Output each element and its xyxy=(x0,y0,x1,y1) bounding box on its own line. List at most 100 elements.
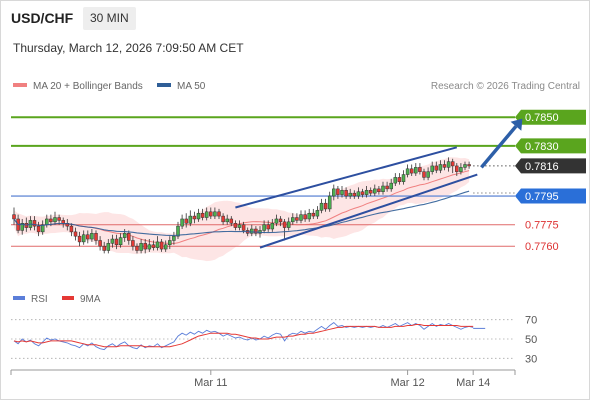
legend-rsi: RSI xyxy=(13,294,48,305)
candle xyxy=(459,167,463,172)
candle xyxy=(139,243,143,251)
candle xyxy=(254,228,258,234)
candle xyxy=(127,233,131,241)
candle xyxy=(446,161,451,168)
rsi-swatch xyxy=(13,296,25,301)
candle xyxy=(200,212,205,218)
candle xyxy=(69,225,74,233)
candle xyxy=(385,185,389,190)
legend-ma50-label: MA 50 xyxy=(177,81,206,92)
candle xyxy=(61,220,65,224)
candle xyxy=(36,225,41,233)
candle xyxy=(266,224,270,230)
candle xyxy=(147,244,152,250)
level-7830-label: 0.7830 xyxy=(525,141,559,153)
ma20-swatch xyxy=(13,83,27,88)
candle xyxy=(57,217,61,221)
candle xyxy=(430,165,434,172)
candle xyxy=(340,190,344,195)
candle xyxy=(81,234,86,243)
candle xyxy=(282,221,287,228)
candle xyxy=(414,167,418,174)
candle xyxy=(176,225,180,237)
candle xyxy=(163,244,168,250)
candle xyxy=(45,218,49,225)
candle xyxy=(131,240,135,247)
candle xyxy=(233,223,238,228)
candle xyxy=(188,215,193,224)
candle xyxy=(172,235,176,241)
timeframe-badge[interactable]: 30 MIN xyxy=(83,7,136,30)
candle xyxy=(315,210,320,217)
level-7850-tag xyxy=(515,109,586,125)
candle xyxy=(344,190,348,197)
candle xyxy=(426,171,430,178)
candle xyxy=(373,188,377,194)
rsi-tick-label: 70 xyxy=(525,315,537,327)
candle xyxy=(405,168,410,175)
candle xyxy=(40,224,45,233)
x-tick-label: Mar 11 xyxy=(194,377,227,389)
level-7850-label: 0.7850 xyxy=(525,112,559,124)
candle xyxy=(397,177,402,182)
candle xyxy=(73,231,78,237)
candle xyxy=(463,164,467,168)
ma50-swatch xyxy=(157,83,171,88)
candle xyxy=(274,218,279,224)
candles-group xyxy=(12,157,471,254)
candle xyxy=(155,241,160,248)
candle xyxy=(368,190,373,194)
candle xyxy=(90,233,94,240)
legend-ma50: MA 50 xyxy=(157,81,205,92)
candle xyxy=(106,243,111,251)
candle xyxy=(94,233,98,241)
x-tick-label: Mar 12 xyxy=(390,377,424,389)
rsi-tick-label: 30 xyxy=(525,353,537,365)
candle xyxy=(434,165,439,171)
candle xyxy=(12,214,16,220)
candle xyxy=(250,228,254,234)
candle xyxy=(278,218,283,223)
candle xyxy=(299,214,303,221)
candle xyxy=(377,188,381,192)
candle xyxy=(401,174,406,182)
candle xyxy=(20,223,24,231)
ma50-line xyxy=(13,190,470,237)
candle xyxy=(225,218,229,223)
candle xyxy=(204,211,209,218)
candle xyxy=(151,244,156,248)
candle xyxy=(409,168,414,174)
x-tick-label: Mar 14 xyxy=(456,377,490,389)
9ma-swatch xyxy=(62,296,74,301)
timestamp: Thursday, March 12, 2026 7:09:50 AM CET xyxy=(13,41,244,55)
candle xyxy=(32,220,37,227)
level-7795-tag xyxy=(515,188,586,204)
candle xyxy=(332,188,336,197)
candle xyxy=(303,214,307,220)
candle xyxy=(450,161,455,167)
candle xyxy=(49,218,53,223)
candle xyxy=(209,211,213,217)
legend-rsi-label: RSI xyxy=(31,294,48,305)
candle xyxy=(327,195,332,210)
candle xyxy=(196,212,201,220)
candle xyxy=(221,215,225,223)
target-arrow-head xyxy=(510,118,523,131)
level-7760-label: 0.7760 xyxy=(525,241,559,253)
chart-header: USD/CHF 30 MIN xyxy=(0,0,590,36)
level-7775-label: 0.7775 xyxy=(525,220,559,232)
candle xyxy=(295,217,299,221)
candle xyxy=(286,221,291,228)
candle xyxy=(291,217,295,223)
research-credit: Research © 2026 Trading Central xyxy=(430,81,580,92)
candle xyxy=(77,235,82,243)
rsi-line xyxy=(13,322,474,351)
candle xyxy=(180,218,184,227)
candle xyxy=(118,237,123,246)
target-arrow-shaft xyxy=(480,125,518,169)
candle xyxy=(323,202,328,210)
candle xyxy=(135,245,139,251)
legend-9ma: 9MA xyxy=(62,294,101,305)
candle xyxy=(356,191,361,197)
